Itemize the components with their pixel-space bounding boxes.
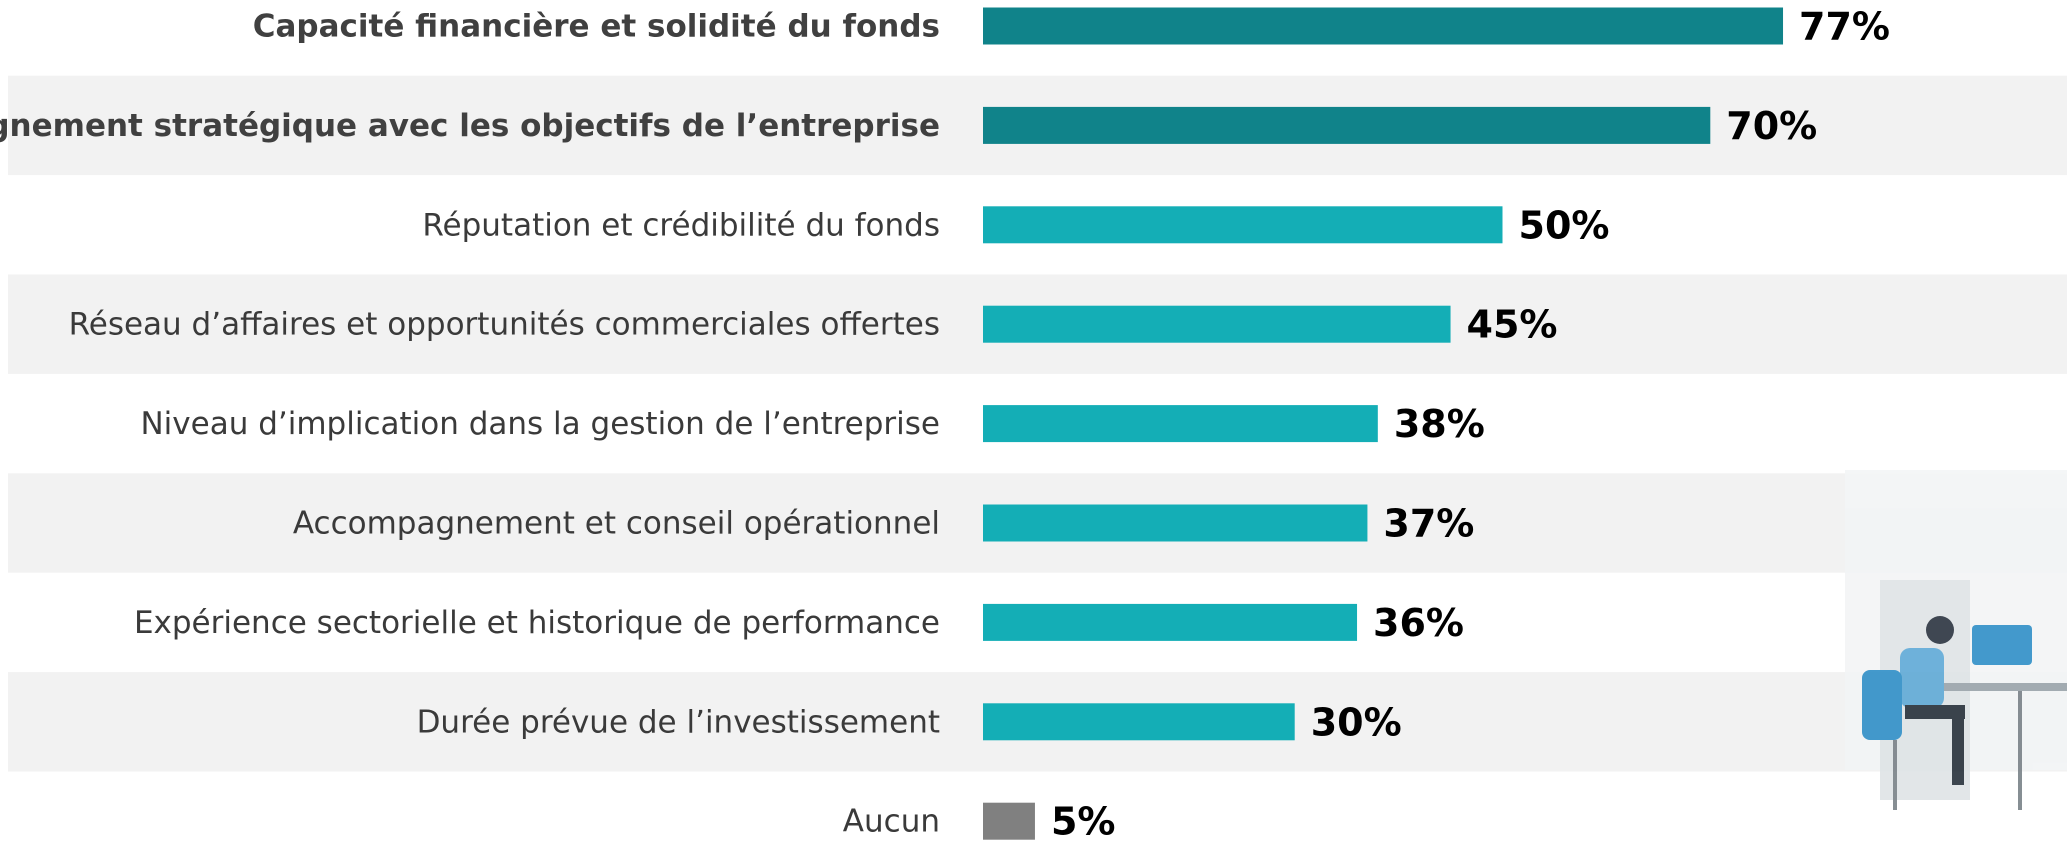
bar [983,7,1784,45]
value-label: 30% [1311,700,1402,744]
category-label: Capacité financière et solidité du fonds [253,9,940,45]
category-label: Alignement stratégique avec les objectif… [0,108,940,144]
category-label: Accompagnement et conseil opérationnel [293,506,940,542]
value-label: 37% [1383,502,1474,546]
category-label: Aucun [843,804,940,840]
value-label: 38% [1394,402,1485,446]
bar [983,206,1503,244]
category-label: Niveau d’implication dans la gestion de … [140,406,940,442]
value-label: 77% [1799,5,1890,49]
value-label: 50% [1519,203,1610,247]
bar [983,106,1711,144]
bar [983,703,1295,741]
value-label: 5% [1051,800,1116,841]
category-label: Durée prévue de l’investissement [417,704,940,740]
category-label: Réputation et crédibilité du fonds [422,207,940,243]
category-label: Expérience sectorielle et historique de … [134,605,940,641]
value-label: 36% [1373,601,1464,645]
value-label: 45% [1467,303,1558,347]
value-label: 70% [1726,104,1817,148]
bar [983,405,1378,443]
bar [983,504,1368,542]
bar [983,603,1358,641]
bar [983,802,1035,840]
illustration [1845,470,2067,810]
category-label: Réseau d’affaires et opportunités commer… [69,307,940,343]
bar [983,305,1451,343]
